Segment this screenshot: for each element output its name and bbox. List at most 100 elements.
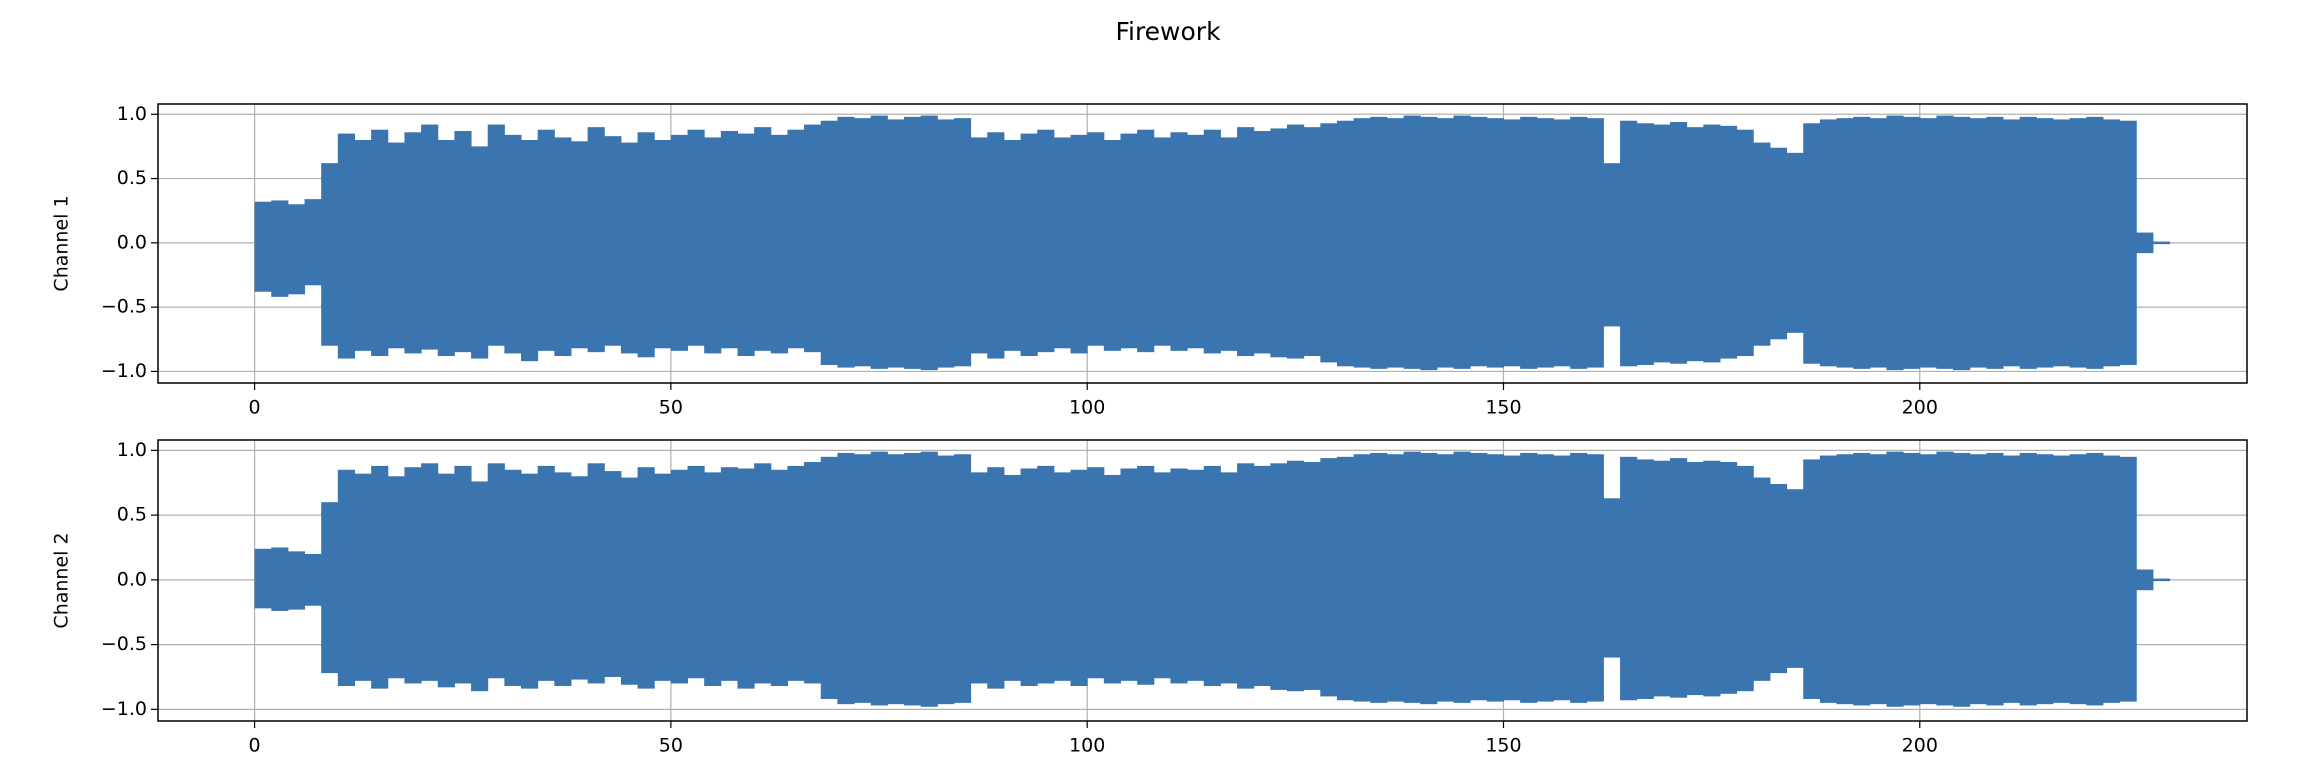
waveform-segment: [1686, 462, 1704, 696]
waveform-segment: [870, 115, 888, 369]
x-tick-label: 0: [249, 397, 261, 419]
waveform-segment: [387, 476, 405, 679]
waveform-segment: [1153, 137, 1171, 346]
waveform-segment: [1120, 133, 1138, 349]
waveform-segment: [837, 116, 855, 368]
waveform-segment: [570, 141, 589, 349]
waveform-segment: [1969, 118, 1987, 368]
waveform-segment: [1553, 119, 1571, 367]
waveform-segment: [1370, 452, 1388, 703]
waveform-segment: [1620, 456, 1638, 701]
waveform-segment: [521, 140, 539, 362]
waveform-segment: [2003, 119, 2021, 367]
waveform-segment: [770, 134, 788, 354]
waveform-segment: [604, 136, 622, 346]
waveform-segment: [1736, 129, 1754, 356]
waveform-segment: [354, 140, 372, 351]
waveform-segment: [1836, 118, 1854, 368]
waveform-segment: [2152, 241, 2171, 245]
waveform-segment: [504, 134, 522, 354]
waveform-segment: [1520, 452, 1538, 703]
waveform-segment: [454, 465, 472, 684]
waveform-segment: [754, 463, 772, 684]
waveform-segment: [2036, 118, 2054, 368]
waveform-segment: [1586, 454, 1604, 702]
waveform-segment: [587, 463, 605, 684]
waveform-segment: [521, 473, 539, 689]
x-tick-label: 100: [1069, 735, 1105, 757]
y-tick-label: 1.0: [117, 439, 147, 461]
waveform-segment: [820, 120, 838, 365]
x-tick-label: 200: [1902, 735, 1938, 757]
waveform-segment: [570, 476, 589, 680]
y-axis-label: Channel 2: [51, 532, 73, 628]
waveform-segment: [1903, 116, 1921, 369]
waveform-segment: [537, 465, 555, 681]
waveform-segment: [487, 124, 505, 346]
waveform-segment: [854, 118, 872, 367]
waveform-segment: [1353, 454, 1371, 702]
x-tick-label: 50: [659, 735, 683, 757]
waveform-segment: [837, 452, 855, 705]
waveform-segment: [1003, 474, 1022, 681]
waveform-segment: [1703, 460, 1721, 697]
waveform-segment: [1736, 465, 1754, 692]
waveform-segment: [1486, 454, 1504, 702]
axes-frame: [157, 103, 2248, 384]
waveform-segment: [1486, 118, 1504, 368]
waveform-segment: [1170, 132, 1188, 351]
waveform-segment: [637, 467, 655, 689]
y-tick-label: −1.0: [101, 360, 147, 382]
waveform-segment: [1336, 456, 1355, 701]
waveform-segment: [2053, 119, 2071, 367]
waveform-segment: [1287, 460, 1305, 692]
waveform-segment: [321, 502, 339, 674]
waveform-segment: [1719, 125, 1738, 359]
waveform-segment: [1986, 452, 2004, 706]
waveform-segment: [970, 472, 988, 684]
waveform-segment: [1603, 498, 1621, 658]
waveform-segment: [1287, 124, 1305, 359]
waveform-segment: [1703, 124, 1721, 363]
waveform-segment: [1853, 116, 1871, 369]
waveform-segment: [304, 199, 322, 286]
waveform-segment: [1436, 118, 1455, 368]
waveform-segment: [1953, 116, 1971, 371]
waveform-segment: [953, 118, 972, 367]
y-tick-label: 0.0: [117, 231, 147, 253]
waveform-segment: [1436, 454, 1455, 702]
y-tick-label: 1.0: [117, 103, 147, 125]
waveform-segment: [2136, 232, 2154, 254]
waveform-segment: [704, 472, 722, 687]
waveform-segment: [953, 454, 972, 703]
waveform-segment: [687, 129, 705, 346]
waveform-segment: [1620, 120, 1638, 367]
waveform-segment: [2069, 454, 2087, 705]
waveform-segment: [1836, 454, 1854, 705]
waveform-segment: [471, 146, 489, 359]
waveform-segment: [1819, 119, 1838, 367]
waveform-segment: [787, 465, 805, 681]
waveform-segment: [1120, 468, 1138, 681]
waveform-segment: [1320, 458, 1338, 697]
y-tick-label: −0.5: [101, 296, 147, 318]
waveform-segment: [387, 142, 405, 349]
chart-title: Firework: [1115, 17, 1221, 46]
waveform-segment: [904, 116, 922, 369]
waveform-segment: [437, 140, 455, 356]
waveform-segment: [2086, 116, 2104, 369]
waveform-segment: [1919, 118, 1937, 368]
waveform-segment: [1769, 484, 1788, 674]
waveform-segment: [1203, 465, 1221, 687]
waveform-segment: [620, 477, 639, 685]
waveform-segment: [1570, 452, 1588, 703]
waveform-segment: [421, 124, 439, 350]
waveform-segment: [1470, 452, 1488, 701]
waveform-segment: [371, 129, 389, 356]
waveform-segment: [354, 473, 372, 681]
waveform-segment: [1986, 116, 2004, 369]
waveform-segment: [1919, 454, 1937, 705]
waveform-segment: [1087, 132, 1105, 346]
waveform-segment: [1686, 127, 1704, 362]
waveform-segment: [1253, 131, 1271, 354]
